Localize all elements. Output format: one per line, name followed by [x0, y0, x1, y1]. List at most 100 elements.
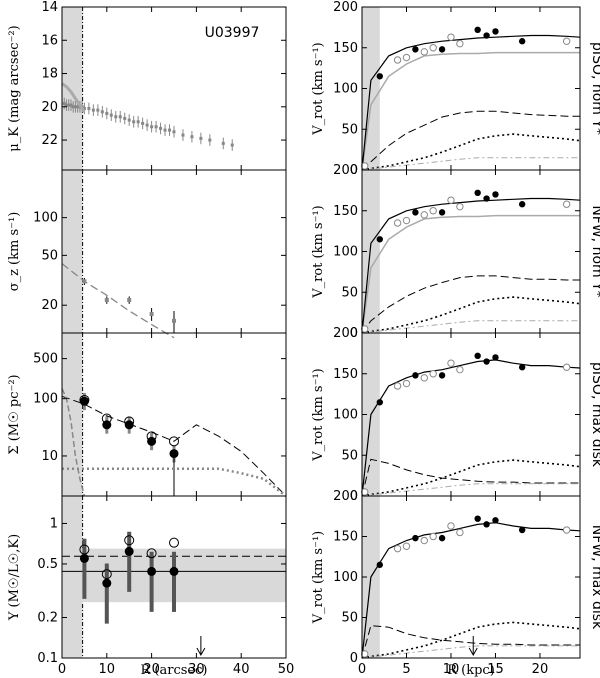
rotation-point: [562, 37, 571, 45]
Sigma-bulge-line: [61, 388, 86, 497]
ytick-label: 14: [41, 0, 58, 15]
right-panel-nfw-nom: 0 50 100 150 200 V_rot (km s⁻¹) NFW, nom Υ*: [311, 163, 600, 341]
rotation-point: [429, 207, 437, 215]
sigma-point: [172, 318, 176, 323]
mu-point: [91, 108, 95, 112]
ytick-label: 200: [333, 0, 358, 15]
mu-point: [96, 108, 100, 112]
right-xlabel: R (kpc): [447, 663, 495, 678]
stellar-disk-line: [361, 621, 581, 659]
mu-point: [123, 116, 127, 120]
gas-line: [361, 483, 580, 497]
ylabel-sigma: σ_z (km s⁻¹): [7, 212, 22, 292]
rotation-point: [518, 364, 526, 371]
sigma-point: [104, 298, 109, 303]
ytick-label: 150: [333, 41, 358, 56]
ytick-label: 50: [341, 285, 358, 300]
rotation-point: [483, 521, 490, 528]
mu-point: [100, 110, 104, 114]
ylabel-vrot: V_rot (km s⁻¹): [311, 368, 326, 462]
mu-point: [105, 111, 109, 115]
Sigma-disk-line: [61, 395, 287, 497]
mu-point: [190, 135, 194, 139]
mu-point: [109, 113, 113, 117]
rotation-point: [429, 370, 437, 378]
ytick-label: 200: [333, 489, 358, 504]
ylabel-Upsilon: Υ (M☉/L☉,K): [7, 534, 22, 621]
rotation-point: [474, 26, 481, 34]
rotation-point: [438, 372, 446, 379]
mu-point: [64, 103, 68, 107]
ylabel-vrot: V_rot (km s⁻¹): [311, 42, 326, 136]
mu-point: [230, 143, 234, 147]
ytick-label: 18: [41, 67, 58, 82]
Sigma-open-point: [101, 413, 112, 424]
mu-point: [87, 106, 91, 110]
sigma-point: [149, 312, 154, 317]
ytick-label: 0.1: [37, 651, 58, 666]
Upsilon-filled-point: [79, 553, 89, 563]
Sigma-open-point: [124, 416, 135, 427]
rotation-point: [376, 399, 383, 406]
Upsilon-filled-point: [169, 566, 179, 576]
gas-line: [361, 320, 580, 334]
rotation-point: [429, 44, 437, 52]
rotation-point: [518, 201, 526, 208]
ytick-label: 10: [41, 449, 58, 464]
ytick-label: 200: [333, 163, 358, 178]
ytick-label: 0: [350, 163, 358, 178]
ytick-label: 50: [341, 611, 358, 626]
stellar-disk-line: [361, 459, 581, 497]
ylabel-vrot: V_rot (km s⁻¹): [311, 205, 326, 299]
mu-point: [181, 133, 185, 137]
ytick-label: 16: [41, 33, 58, 48]
Upsilon-filled-point: [147, 566, 157, 576]
ytick-label: 100: [333, 82, 358, 97]
rotation-point: [492, 28, 499, 35]
mu-point: [172, 130, 176, 134]
gas-line: [361, 157, 580, 171]
mu-point: [114, 115, 118, 119]
panel-label-nfw-nom: NFW, nom Υ*: [589, 205, 600, 297]
rotation-point: [393, 219, 402, 227]
ytick-label: 0: [350, 651, 358, 666]
rotation-point: [447, 33, 455, 41]
rotation-point: [402, 53, 411, 62]
rotation-point: [420, 374, 428, 382]
ytick-label: 0: [350, 489, 358, 504]
mu-bulge-line: [61, 82, 86, 113]
dark-matter-line: [361, 110, 580, 171]
Upsilon-open-point: [169, 537, 179, 548]
ytick-label: 50: [341, 448, 358, 463]
mu-point: [73, 105, 77, 109]
xtick-label: 20: [143, 662, 160, 677]
vrot-arrow-head: [468, 647, 478, 657]
ytick-label: 0.2: [37, 611, 58, 626]
rotation-point: [438, 534, 446, 542]
left-panel-Upsilon: 0.1 0.2 0.5 1 Υ (M☉/L☉,K) 0 10 20 30 40 50: [7, 495, 294, 677]
rotation-point: [360, 325, 369, 333]
rotation-point: [376, 561, 383, 569]
ytick-label: 20: [41, 298, 58, 313]
rotation-point: [447, 359, 455, 367]
panel-label-nfw-max: NFW, max disk: [589, 525, 600, 630]
xtick-label: 5: [402, 662, 410, 677]
stellar-disk-line: [361, 296, 581, 334]
rotation-point: [474, 352, 481, 360]
rotation-point: [393, 544, 402, 553]
left-panel-mu: 14 16 18 20 22 μ_K (mag arcsec⁻²): [7, 0, 287, 171]
rotation-point: [360, 162, 369, 170]
rotation-point: [483, 358, 490, 365]
Upsilon-open-point: [124, 535, 135, 546]
ytick-label: 22: [41, 133, 58, 148]
rotation-point: [412, 209, 419, 216]
right-panel-piso-max: 0 50 100 150 200 V_rot (km s⁻¹) pISO, max disk: [311, 326, 600, 504]
rotation-point: [492, 191, 499, 198]
ytick-label: 150: [333, 530, 358, 545]
Upsilon-open-point: [146, 548, 157, 559]
rotation-point: [447, 196, 455, 204]
mu-point: [163, 128, 167, 132]
rotation-point: [412, 46, 419, 53]
dark-matter-line: [361, 458, 580, 497]
sigma-point: [127, 298, 132, 303]
